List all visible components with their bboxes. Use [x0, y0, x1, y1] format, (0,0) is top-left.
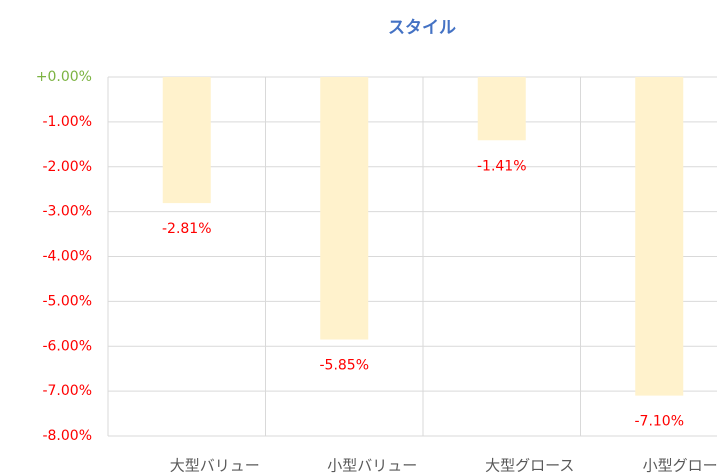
y-tick-label: -3.00%	[42, 204, 92, 220]
data-label: -2.81%	[162, 221, 212, 237]
data-label: -5.85%	[319, 358, 369, 374]
y-tick-label: -2.00%	[42, 159, 92, 175]
y-tick-label: -7.00%	[42, 383, 92, 399]
y-tick-label: -6.00%	[42, 338, 92, 354]
data-label: -7.10%	[634, 414, 684, 430]
bar	[635, 77, 684, 396]
data-label: -1.41%	[477, 158, 527, 174]
bar	[320, 77, 369, 340]
y-tick-label: +0.00%	[36, 69, 92, 85]
x-tick-label: 小型バリュー	[327, 457, 417, 475]
x-tick-label: 大型バリュー	[170, 457, 260, 475]
chart-title: スタイル	[388, 18, 456, 38]
x-tick-label: 小型グロース	[643, 457, 717, 475]
bar	[162, 77, 211, 204]
x-tick-label: 大型グロース	[485, 457, 574, 475]
y-tick-label: -1.00%	[42, 114, 92, 130]
y-tick-label: -8.00%	[42, 428, 92, 444]
bar	[477, 77, 526, 141]
y-tick-label: -5.00%	[42, 293, 92, 309]
y-tick-label: -4.00%	[42, 249, 92, 265]
